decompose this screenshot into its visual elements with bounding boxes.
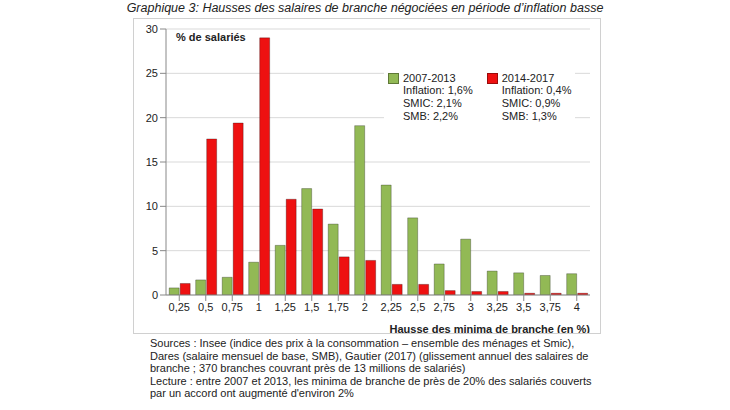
- svg-text:3,5: 3,5: [516, 301, 531, 313]
- html-text:Sources : Insee (indice des pr: Sources : Insee (indice des prix à la co…: [150, 337, 589, 375]
- html-text:2007-2013: 2007-2013: [403, 72, 456, 84]
- html-text:SMIC: 2,1%: SMIC: 2,1%: [403, 97, 462, 109]
- svg-text:1,5: 1,5: [304, 301, 319, 313]
- html-text:Inflation: 1,6%: Inflation: 1,6%: [403, 84, 473, 96]
- svg-text:5: 5: [152, 245, 158, 257]
- svg-text:1,25: 1,25: [275, 301, 296, 313]
- svg-text:2,25: 2,25: [381, 301, 402, 313]
- svg-text:2,75: 2,75: [434, 301, 455, 313]
- html-text:SMIC: 0,9%: SMIC: 0,9%: [501, 97, 561, 109]
- svg-text:30: 30: [146, 23, 158, 35]
- html-text:% de salariés: % de salariés: [176, 31, 246, 43]
- html-text:Inflation: 0,4%: Inflation: 0,4%: [501, 84, 572, 96]
- svg-text:0,5: 0,5: [198, 301, 213, 313]
- svg-text:1: 1: [256, 301, 262, 313]
- svg-text:20: 20: [146, 112, 158, 124]
- html-text:2014-2017: 2014-2017: [501, 72, 555, 84]
- svg-text:0,75: 0,75: [222, 301, 243, 313]
- svg-text:0,25: 0,25: [169, 301, 190, 313]
- html-text:Graphique 3: Hausses des salai: Graphique 3: Hausses des salaires de bra…: [126, 1, 604, 15]
- svg-text:1,75: 1,75: [328, 301, 349, 313]
- html-text:SMB: 2,2%: SMB: 2,2%: [403, 110, 458, 122]
- svg-text:3,25: 3,25: [487, 301, 508, 313]
- svg-text:15: 15: [146, 156, 158, 168]
- svg-text:4: 4: [574, 301, 580, 313]
- svg-text:2,5: 2,5: [410, 301, 425, 313]
- html-text:SMB: 1,3%: SMB: 1,3%: [501, 110, 557, 122]
- svg-text:3,75: 3,75: [540, 301, 561, 313]
- html-text:Lecture : entre 2007 et 2013,: Lecture : entre 2007 et 2013, les minima…: [150, 374, 592, 400]
- svg-text:0: 0: [152, 289, 158, 301]
- svg-text:25: 25: [146, 67, 158, 79]
- svg-text:3: 3: [468, 301, 474, 313]
- svg-text:2: 2: [362, 301, 368, 313]
- svg-text:10: 10: [146, 200, 158, 212]
- svg-text:Hausse des minima de branche (: Hausse des minima de branche (en %): [389, 323, 590, 333]
